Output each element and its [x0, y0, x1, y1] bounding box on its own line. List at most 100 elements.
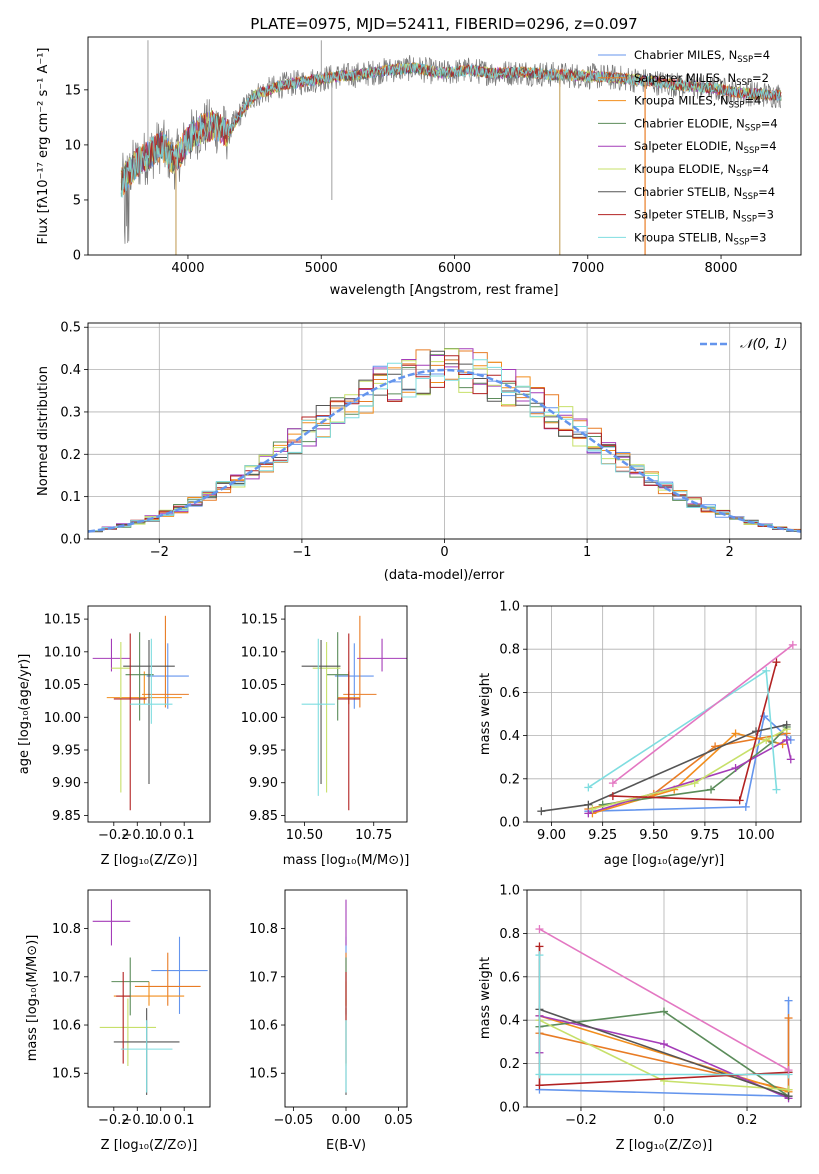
y-tick-label: 9.85: [249, 809, 278, 824]
x-tick-label: 6000: [438, 261, 471, 276]
y-tick-label: 0.0: [499, 1101, 520, 1116]
x-tick-label: 0.0: [150, 1113, 171, 1128]
weight-series-marker: [535, 1081, 544, 1090]
weight-series-marker: [535, 951, 544, 960]
y-tick-label: 0.6: [499, 686, 520, 701]
errorbar-point: [301, 638, 335, 796]
y-tick-label: 15: [64, 83, 81, 98]
y-tick-label: 9.95: [249, 744, 278, 759]
y-tick-label: 10.05: [44, 678, 81, 693]
gaussian-legend-label: 𝒩(0, 1): [740, 337, 787, 352]
age-z-ylabel: age [log₁₀(age/yr)]: [17, 654, 32, 775]
x-tick-label: 9.00: [537, 828, 566, 843]
spectrum-xlabel: wavelength [Angstrom, rest frame]: [330, 283, 559, 298]
y-tick-label: 9.95: [52, 744, 81, 759]
weight-series-marker: [537, 807, 546, 816]
x-tick-label: 2: [726, 545, 734, 560]
legend-label: Chabrier STELIB, NSSP=4: [634, 185, 775, 202]
mass-ebv-xlabel: E(B-V): [326, 1138, 366, 1153]
weight-series-marker: [762, 666, 771, 675]
errorbar-point: [146, 643, 189, 709]
y-tick-label: 10.00: [44, 711, 81, 726]
y-tick-label: 0.2: [499, 772, 520, 787]
errorbar-point: [357, 638, 407, 672]
errorbar-point: [116, 971, 131, 1064]
mass-z-axes-frame: [87, 889, 211, 1108]
spectrum-legend: Chabrier MILES, NSSP=4 Salpeter MILES, NS…: [598, 48, 778, 247]
age-mass-axes-frame: [284, 605, 408, 823]
errorbar-point: [111, 642, 131, 793]
x-tick-label: 9.50: [639, 828, 668, 843]
x-tick-label: 4000: [171, 261, 204, 276]
x-tick-label: 0.00: [332, 1113, 361, 1128]
x-tick-label: 0.0: [150, 828, 171, 843]
errorbar-point: [99, 998, 157, 1067]
spectrum-ylabel: Flux [fλ10⁻¹⁷ erg cm⁻² s⁻¹ A⁻¹]: [36, 48, 51, 245]
x-tick-label: −2: [150, 545, 169, 560]
weight-series-marker: [772, 785, 781, 794]
y-tick-label: 0.1: [60, 490, 81, 505]
y-tick-label: 0.4: [60, 363, 81, 378]
x-tick-label: 9.75: [690, 828, 719, 843]
weight-series-marker: [782, 720, 791, 729]
y-tick-label: 10.10: [44, 645, 81, 660]
weight-series-line: [539, 1015, 789, 1093]
weight-series-line: [588, 714, 792, 812]
legend-label: Salpeter MILES, NSSP=2: [634, 71, 769, 88]
x-tick-label: 10.75: [355, 828, 392, 843]
y-tick-label: 0: [73, 249, 81, 264]
y-tick-label: 0.3: [60, 405, 81, 420]
errorbar-point: [141, 615, 189, 708]
y-tick-label: 0.4: [499, 1014, 520, 1029]
weight-series-marker: [584, 783, 593, 792]
residual-histogram-series: [88, 359, 801, 532]
legend-label: Kroupa ELODIE, NSSP=4: [634, 162, 769, 179]
weight-series-marker: [735, 796, 744, 805]
y-tick-label: 10.8: [249, 922, 278, 937]
residual-histogram-series: [88, 355, 801, 532]
x-tick-label: 9.25: [588, 828, 617, 843]
x-tick-label: 0.0: [654, 1113, 675, 1128]
weight-series-line: [539, 1008, 789, 1097]
weight-series-marker: [784, 1092, 793, 1101]
x-tick-label: 1: [583, 545, 591, 560]
x-tick-label: −0.2: [98, 1113, 130, 1128]
residual-legend: 𝒩(0, 1): [700, 337, 787, 352]
weight-series-marker: [660, 1040, 668, 1049]
x-tick-label: −0.2: [565, 1113, 597, 1128]
spectrum-panel: PLATE=0975, MJD=52411, FIBERID=0296, z=0…: [36, 15, 802, 298]
y-tick-label: 0.5: [60, 321, 81, 336]
y-tick-label: 5: [73, 193, 81, 208]
y-tick-label: 10.10: [241, 645, 278, 660]
y-tick-label: 1.0: [499, 884, 520, 899]
weight-series-marker: [707, 785, 716, 794]
errorbar-point: [113, 981, 185, 1006]
y-tick-label: 10.7: [249, 970, 278, 985]
y-tick-label: 0.2: [60, 448, 81, 463]
weight-age-xlabel: age [log₁₀(age/yr)]: [604, 853, 725, 868]
weight-series-marker: [608, 792, 617, 801]
mass-z-xlabel: Z [log₁₀(Z/Z⊙)]: [101, 1138, 198, 1153]
weight-series-marker: [608, 779, 617, 788]
errorbar-point: [92, 899, 131, 946]
y-tick-label: 1.0: [499, 600, 520, 615]
weight-series-marker: [762, 735, 771, 744]
y-tick-label: 10.15: [241, 613, 278, 628]
age-vs-mass-panel: 10.50 10.75 9.85 9.90 9.95 10.00 10.05 10.10 10.…: [241, 605, 409, 868]
x-tick-label: 10.00: [737, 828, 774, 843]
weight-vs-age-panel: 9.00 9.25 9.50 9.75 10.000.00.20.40.60.81.0 …: [478, 600, 802, 868]
weight-series-marker: [788, 640, 797, 649]
errorbar-point: [111, 957, 149, 1016]
y-tick-label: 10.5: [249, 1067, 278, 1082]
legend-label: Kroupa STELIB, NSSP=3: [634, 230, 766, 247]
y-tick-label: 0.2: [499, 1057, 520, 1072]
y-tick-label: 0.8: [499, 927, 520, 942]
weight-series-marker: [535, 1070, 544, 1079]
x-tick-label: −0.1: [121, 828, 153, 843]
weight-series-marker: [598, 800, 607, 809]
weight-series-line: [539, 928, 789, 1071]
weight-series-marker: [741, 802, 750, 811]
legend-label: Chabrier ELODIE, NSSP=4: [634, 116, 778, 133]
y-tick-label: 0.8: [499, 643, 520, 658]
weight-series-marker: [782, 735, 791, 744]
